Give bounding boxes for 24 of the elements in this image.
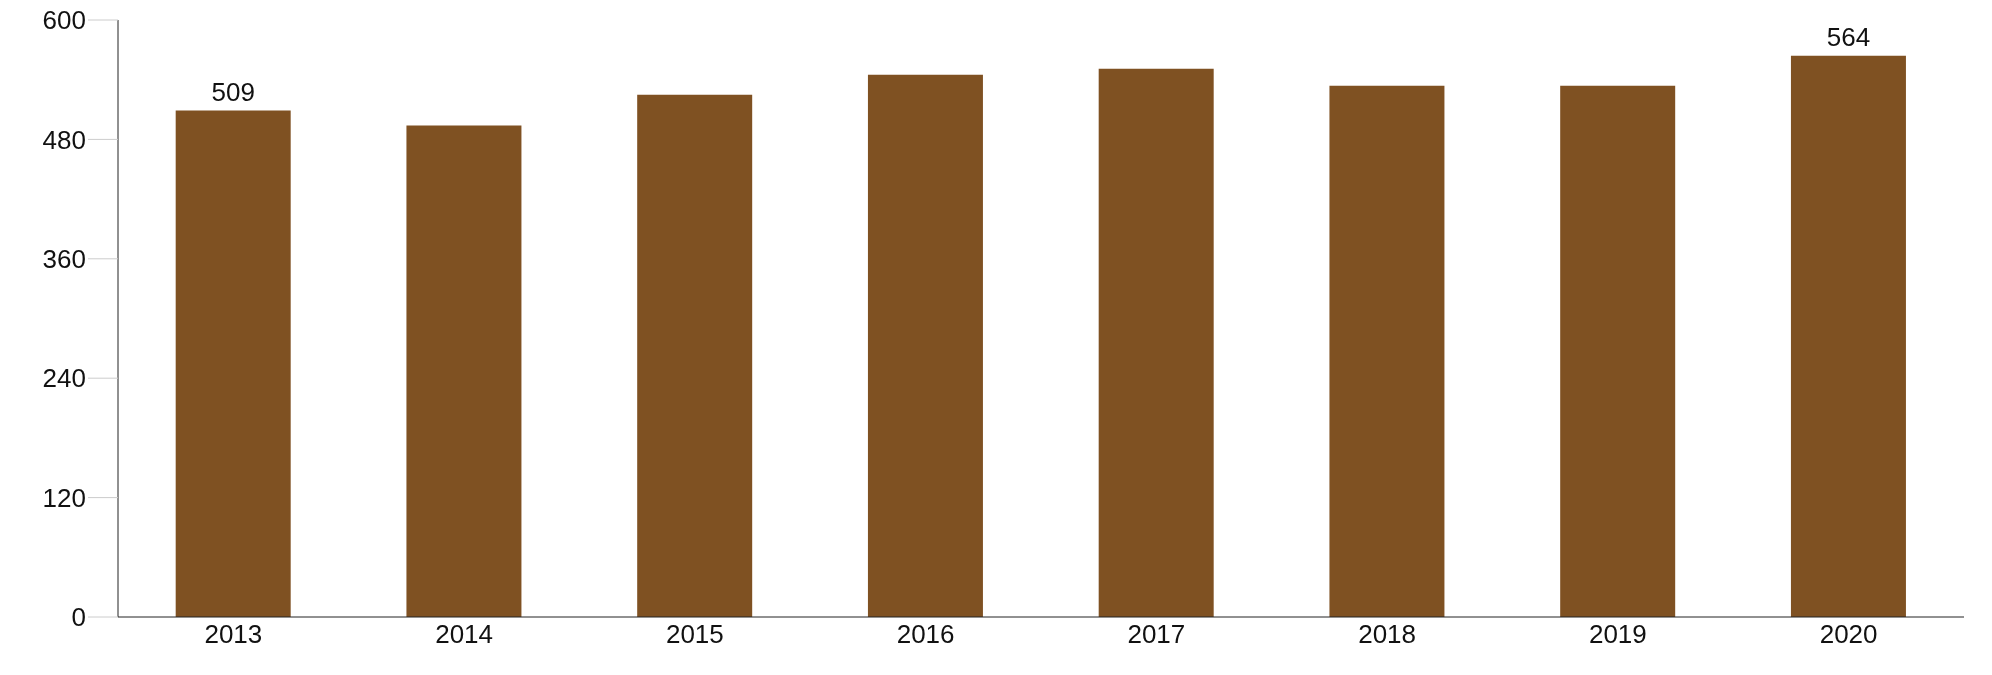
bar bbox=[1329, 85, 1445, 617]
bar bbox=[1790, 55, 1906, 617]
x-tick-label: 2013 bbox=[204, 619, 263, 650]
bar bbox=[406, 125, 522, 617]
bar bbox=[175, 110, 291, 617]
x-tick-label: 2017 bbox=[1127, 619, 1186, 650]
x-tick-label: 2020 bbox=[1819, 619, 1878, 650]
x-tick-label: 2018 bbox=[1358, 619, 1417, 650]
y-tick-label: 0 bbox=[71, 602, 86, 633]
bar bbox=[1560, 85, 1676, 617]
data-label: 564 bbox=[1826, 21, 1871, 52]
x-tick-label: 2014 bbox=[435, 619, 494, 650]
y-tick-label: 600 bbox=[42, 5, 86, 36]
data-label: 509 bbox=[211, 76, 255, 107]
x-tick-label: 2016 bbox=[896, 619, 955, 650]
bar bbox=[1098, 68, 1214, 617]
y-tick-label: 480 bbox=[42, 124, 86, 155]
x-tick-label: 2019 bbox=[1588, 619, 1647, 650]
x-tick-label: 2015 bbox=[665, 619, 724, 650]
bar bbox=[637, 94, 753, 617]
y-tick-label: 120 bbox=[42, 482, 86, 513]
y-tick-label: 240 bbox=[42, 363, 86, 394]
bar bbox=[867, 74, 983, 617]
y-tick-label: 360 bbox=[42, 244, 86, 275]
